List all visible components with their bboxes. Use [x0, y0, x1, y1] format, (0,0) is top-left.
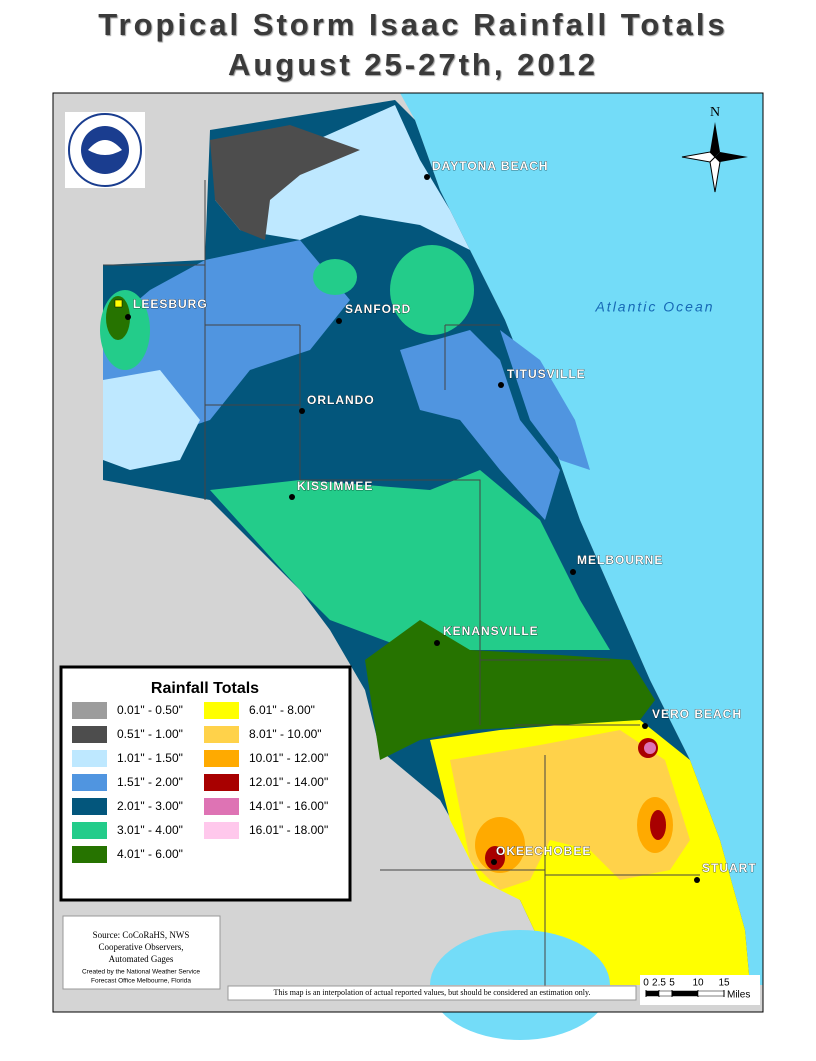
- zone: [400, 330, 560, 520]
- legend-label: 12.01" - 14.00": [249, 775, 328, 789]
- scale-segment: [697, 990, 725, 997]
- legend: Rainfall Totals 0.01" - 0.50" 0.51" - 1.0…: [59, 665, 352, 902]
- map: Atlantic Ocean DAYTONA BEACH SANFORD LEESB…: [52, 92, 764, 1040]
- city-dot: [434, 640, 440, 646]
- legend-swatch: [204, 750, 239, 767]
- city-label: VERO BEACH: [652, 707, 742, 721]
- county-lines: [103, 180, 700, 990]
- scale-unit: Miles: [727, 990, 750, 1001]
- zone: [644, 742, 656, 754]
- city-label: OKEECHOBEE: [496, 844, 591, 858]
- credit-line: Forecast Office Melbourne, Florida: [91, 978, 191, 985]
- zone: [210, 125, 360, 240]
- city-dot: [299, 408, 305, 414]
- zone: [390, 245, 474, 335]
- logo-swirl: [88, 140, 122, 155]
- scale-label: 0: [643, 978, 649, 989]
- city-label: SANFORD: [345, 302, 411, 316]
- city-label: MELBOURNE: [577, 553, 663, 567]
- zone: [215, 105, 470, 250]
- legend-label: 10.01" - 12.00": [249, 751, 328, 765]
- zone: [650, 810, 666, 840]
- legend-label: 4.01" - 6.00": [117, 847, 183, 861]
- legend-label: 1.01" - 1.50": [117, 751, 183, 765]
- legend-swatch: [72, 846, 107, 863]
- city-label: STUART: [702, 861, 757, 875]
- source-line: Source: CoCoRaHS, NWS: [93, 930, 190, 940]
- legend-swatch: [72, 726, 107, 743]
- arrow-n: [710, 122, 720, 157]
- zone: [106, 296, 130, 340]
- legend-label: 0.51" - 1.00": [117, 727, 183, 741]
- scale-segment: [671, 990, 699, 997]
- title: Tropical Storm Isaac Rainfall Totals: [98, 7, 727, 42]
- legend-label: 0.01" - 0.50": [117, 703, 183, 717]
- legend-swatch: [72, 702, 107, 719]
- source-line: Automated Gages: [109, 954, 174, 964]
- city-label: KISSIMMEE: [297, 479, 373, 493]
- zone: [365, 620, 655, 760]
- city-label: TITUSVILLE: [507, 367, 586, 381]
- legend-label: 1.51" - 2.00": [117, 775, 183, 789]
- city-dot: [491, 859, 497, 865]
- legend-label: 2.01" - 3.00": [117, 799, 183, 813]
- city-dot: [125, 314, 131, 320]
- arrow-e: [715, 152, 748, 162]
- subtitle: August 25-27th, 2012: [228, 47, 598, 82]
- scale-bg: [640, 975, 760, 1005]
- north-arrow: N: [681, 105, 748, 193]
- city-dot: [642, 723, 648, 729]
- scale-segment: [658, 990, 673, 997]
- scale-label: 5: [669, 978, 675, 989]
- map-border: [52, 92, 764, 1013]
- legend-label: 8.01" - 10.00": [249, 727, 322, 741]
- scale-label: 10: [692, 978, 704, 989]
- city-dot: [424, 174, 430, 180]
- legend-label: 14.01" - 16.00": [249, 799, 328, 813]
- legend-swatch: [72, 822, 107, 839]
- city-dot: [289, 494, 295, 500]
- scale-segment: [645, 990, 660, 997]
- legend-label: 3.01" - 4.00": [117, 823, 183, 837]
- ocean: [400, 93, 763, 1012]
- legend-swatch: [204, 702, 239, 719]
- legend-swatch: [72, 798, 107, 815]
- legend-title: Rainfall Totals: [151, 680, 259, 697]
- city-label: KENANSVILLE: [443, 624, 539, 638]
- source-bg: [62, 915, 221, 990]
- zone: [313, 259, 357, 295]
- legend-label: 6.01" - 8.00": [249, 703, 315, 717]
- city-label: LEESBURG: [133, 297, 208, 311]
- legend-swatch: [72, 750, 107, 767]
- city-dot: [570, 569, 576, 575]
- source-box: Source: CoCoRaHS, NWS Cooperative Observ…: [62, 915, 221, 990]
- city-dot: [336, 318, 342, 324]
- disclaimer-box: [227, 985, 637, 1001]
- zone: [210, 470, 610, 650]
- nws-logo: [65, 112, 145, 188]
- source-line: Cooperative Observers,: [99, 942, 184, 952]
- leesburg-marker: [114, 299, 123, 308]
- legend-swatch: [204, 798, 239, 815]
- legend-swatch: [204, 774, 239, 791]
- legend-label: 16.01" - 18.00": [249, 823, 328, 837]
- zone: [485, 846, 505, 870]
- north-label: N: [710, 105, 720, 120]
- city-label: ORLANDO: [307, 393, 375, 407]
- legend-swatch: [204, 726, 239, 743]
- city-dot: [694, 877, 700, 883]
- scale-label: 15: [718, 978, 730, 989]
- zone: [500, 330, 590, 470]
- city-label: DAYTONA BEACH: [432, 159, 549, 173]
- zone: [103, 370, 200, 470]
- credit-line: Created by the National Weather Service: [82, 969, 200, 976]
- ocean-label: Atlantic Ocean: [594, 299, 714, 315]
- legend-swatch: [72, 774, 107, 791]
- scale-label: 2.5: [652, 978, 666, 989]
- legend-swatch: [204, 822, 239, 839]
- city-dot: [498, 382, 504, 388]
- disclaimer: This map is an interpolation of actual r…: [274, 988, 591, 997]
